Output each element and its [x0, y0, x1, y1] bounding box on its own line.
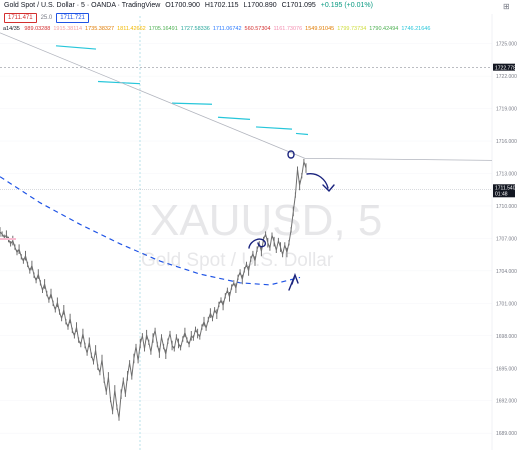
sell-price-button[interactable]: 1711.471 — [4, 13, 37, 23]
watermark-symbol: XAUUSD, 5 — [150, 196, 383, 245]
countdown-label: 01:48 — [495, 191, 508, 197]
teal-level-lines — [55, 45, 309, 136]
indicator-value-8: 1161.73076 — [273, 26, 303, 32]
symbol-title[interactable]: Gold Spot / U.S. Dollar · 5 · OANDA · Tr… — [4, 2, 161, 9]
blue-dashed-curve — [0, 176, 301, 286]
y-tick-label: 1692.000 — [496, 399, 517, 405]
circle-annotation — [287, 150, 295, 159]
y-tick-label: 1725.000 — [496, 42, 517, 48]
teal-level-segment — [55, 45, 97, 50]
trade-price-row: 1711.471 25.0 1711.721 — [4, 13, 89, 23]
last-price-label: 1711.540 — [495, 185, 516, 191]
dashed-level-tag: 1722.778 — [493, 63, 516, 72]
pink-level-mark — [0, 238, 16, 240]
last-price-tag: 1711.540 01:48 — [493, 184, 516, 198]
indicator-value-10: 1799.73734 — [337, 26, 367, 32]
teal-level-segment — [97, 80, 141, 85]
indicator-value-6: 1711.06742 — [212, 26, 242, 32]
indicator-value-9: 1549.91045 — [305, 26, 335, 32]
up-arrow-annotation — [288, 272, 299, 291]
y-tick-label: 1695.000 — [496, 366, 517, 372]
loop-annotation — [248, 238, 267, 249]
indicator-value-1: 1915.38114 — [53, 26, 83, 32]
curved-arrow-annotation — [306, 173, 335, 193]
y-tick-label: 1716.000 — [496, 139, 517, 145]
watermark-description: Gold Spot / U.S. Dollar — [141, 250, 334, 271]
y-tick-label: 1707.000 — [496, 236, 517, 242]
indicator-value-11: 1790.42494 — [369, 26, 399, 32]
change-value: +0.195 (+0.01%) — [320, 2, 373, 9]
symbol-header: Gold Spot / U.S. Dollar · 5 · OANDA · Tr… — [4, 2, 376, 9]
y-tick-label: 1710.000 — [496, 204, 517, 210]
grid-lines — [0, 43, 492, 434]
buy-price-button[interactable]: 1711.721 — [56, 13, 89, 23]
descending-trend-line[interactable] — [0, 32, 306, 159]
y-tick-label: 1713.000 — [496, 171, 517, 177]
price-axis[interactable]: 1725.000 1722.000 1719.000 1716.000 1713.000… — [491, 14, 517, 450]
hand-drawn-annotations — [248, 150, 335, 291]
teal-level-segment — [255, 126, 293, 130]
teal-level-segment — [171, 102, 213, 105]
indicator-value-12: 1746.21646 — [401, 26, 431, 32]
indicator-value-4: 1705.16491 — [148, 26, 178, 32]
high-value: H1702.115 — [204, 2, 239, 9]
indicator-value-0: 989.03288 — [24, 26, 51, 32]
close-value: C1701.095 — [281, 2, 316, 9]
open-value: O1700.900 — [165, 2, 200, 9]
y-tick-label: 1704.000 — [496, 269, 517, 275]
y-tick-label: 1722.000 — [496, 74, 517, 80]
y-tick-label: 1689.000 — [496, 431, 517, 437]
price-series-line — [0, 158, 307, 421]
teal-level-segment — [217, 116, 251, 120]
indicator-legend[interactable]: a14/35 989.03288 1915.38114 1735.38327 1811… — [3, 26, 433, 32]
indicator-value-2: 1735.38327 — [85, 26, 115, 32]
indicator-value-7: 560.57304 — [244, 26, 271, 32]
trend-line-extension — [304, 157, 493, 161]
indicator-value-3: 1811.42662 — [117, 26, 146, 32]
y-tick-label: 1698.000 — [496, 334, 517, 340]
low-value: L1700.890 — [243, 2, 277, 9]
y-tick-label: 1719.000 — [496, 107, 517, 113]
indicator-value-5: 1727.58336 — [180, 26, 210, 32]
indicator-name[interactable]: a14/35 — [3, 26, 20, 32]
dashed-level-label: 1722.778 — [495, 66, 516, 72]
teal-level-segment — [295, 132, 309, 136]
spread-value: 25.0 — [40, 15, 53, 21]
y-tick-label: 1701.000 — [496, 301, 517, 307]
expand-icon[interactable]: ⊞ — [503, 2, 510, 11]
